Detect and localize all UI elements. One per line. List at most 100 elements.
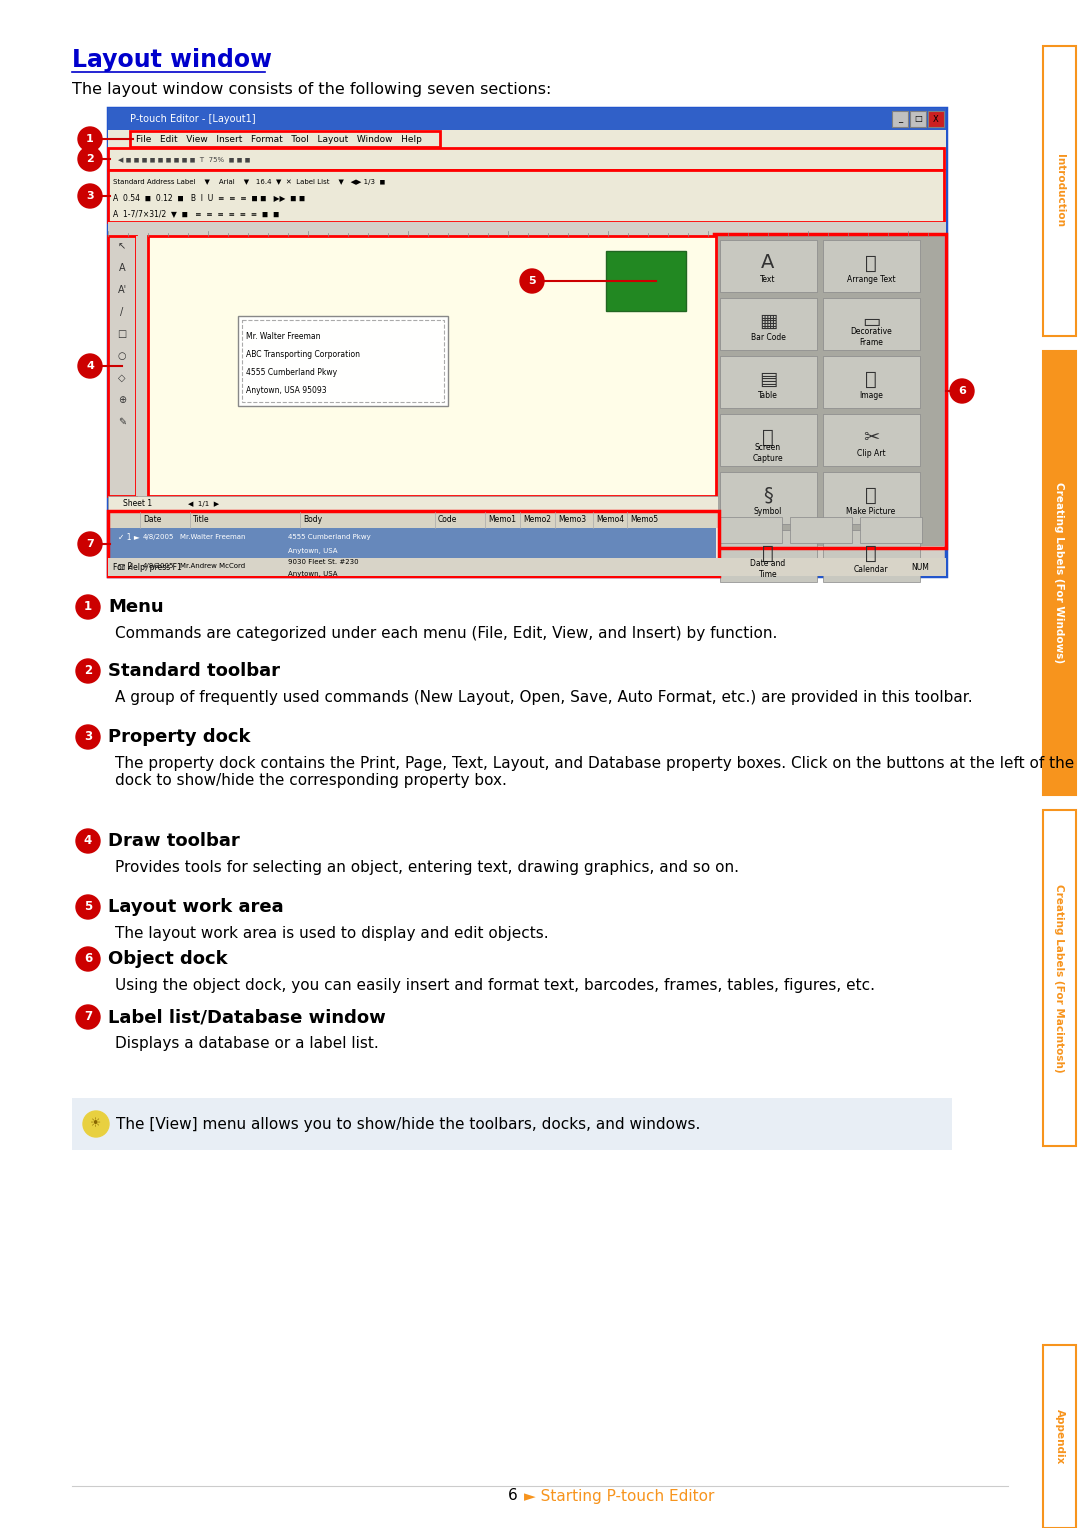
- FancyBboxPatch shape: [1043, 46, 1076, 336]
- FancyBboxPatch shape: [238, 316, 448, 406]
- FancyBboxPatch shape: [148, 235, 716, 497]
- Circle shape: [76, 895, 100, 918]
- Text: Symbol: Symbol: [754, 506, 782, 515]
- Text: The layout window consists of the following seven sections:: The layout window consists of the follow…: [72, 83, 552, 96]
- Text: §: §: [764, 486, 773, 504]
- FancyBboxPatch shape: [720, 414, 816, 466]
- Text: 5: 5: [528, 277, 536, 286]
- Text: 🖼: 🖼: [865, 254, 877, 272]
- Text: A': A': [118, 286, 126, 295]
- Text: 3: 3: [86, 191, 94, 202]
- Text: Memo4: Memo4: [596, 515, 624, 524]
- Text: 4/8/2005: 4/8/2005: [143, 562, 174, 568]
- Text: Label list/Database window: Label list/Database window: [108, 1008, 386, 1025]
- Circle shape: [76, 947, 100, 970]
- Circle shape: [76, 724, 100, 749]
- Text: ⊕: ⊕: [118, 396, 126, 405]
- Circle shape: [76, 594, 100, 619]
- Text: 4/8/2005: 4/8/2005: [143, 533, 174, 539]
- Text: Arrange Text: Arrange Text: [847, 275, 895, 284]
- FancyBboxPatch shape: [823, 530, 920, 582]
- Text: A  1-7/7×31/2  ▼  ◼   ≡  ≡  ≡  ≡  ≡  ≡  ◼  ◼: A 1-7/7×31/2 ▼ ◼ ≡ ≡ ≡ ≡ ≡ ≡ ◼ ◼: [113, 209, 280, 219]
- Text: 2: 2: [84, 665, 92, 677]
- Text: Table: Table: [758, 391, 778, 399]
- Text: 6: 6: [509, 1488, 518, 1504]
- Text: ▦: ▦: [759, 312, 778, 330]
- Circle shape: [950, 379, 974, 403]
- Text: Mr. Walter Freeman: Mr. Walter Freeman: [246, 332, 321, 341]
- Text: 4555 Cumberland Pkwy: 4555 Cumberland Pkwy: [246, 368, 337, 377]
- Text: Layout work area: Layout work area: [108, 898, 284, 915]
- FancyBboxPatch shape: [108, 108, 946, 576]
- Text: NUM: NUM: [912, 562, 929, 571]
- Text: 6: 6: [84, 952, 92, 966]
- FancyBboxPatch shape: [108, 130, 946, 148]
- Circle shape: [78, 532, 102, 556]
- FancyBboxPatch shape: [928, 112, 944, 127]
- Text: 3: 3: [84, 730, 92, 744]
- FancyBboxPatch shape: [108, 529, 716, 558]
- Text: 4555 Cumberland Pkwy: 4555 Cumberland Pkwy: [288, 533, 370, 539]
- Text: Appendix: Appendix: [1054, 1409, 1065, 1464]
- Text: 🌄: 🌄: [865, 370, 877, 388]
- FancyBboxPatch shape: [108, 512, 718, 576]
- Text: 7: 7: [86, 539, 94, 549]
- Text: ▤: ▤: [759, 370, 778, 388]
- Circle shape: [519, 269, 544, 293]
- Text: A  0.54  ◼  0.12  ◼   B  I  U  ≡  ≡  ≡  ◼ ◼   ▶▶  ◼ ◼: A 0.54 ◼ 0.12 ◼ B I U ≡ ≡ ≡ ◼ ◼ ▶▶ ◼ ◼: [113, 194, 306, 203]
- Text: 6: 6: [958, 387, 966, 396]
- Text: Sheet 1: Sheet 1: [123, 500, 152, 509]
- Text: 1: 1: [84, 601, 92, 614]
- FancyBboxPatch shape: [716, 235, 944, 545]
- FancyBboxPatch shape: [108, 512, 718, 529]
- Text: Creating Labels (For Windows): Creating Labels (For Windows): [1054, 483, 1065, 663]
- Text: X: X: [933, 115, 939, 124]
- Text: ✂: ✂: [863, 428, 879, 446]
- Text: Memo1: Memo1: [488, 515, 516, 524]
- Text: ABC Transporting Corporation: ABC Transporting Corporation: [246, 350, 360, 359]
- Text: _: _: [897, 115, 902, 124]
- Text: Image: Image: [859, 391, 883, 399]
- Text: ► Starting P-touch Editor: ► Starting P-touch Editor: [524, 1488, 714, 1504]
- Text: Creating Labels (For Macintosh): Creating Labels (For Macintosh): [1054, 883, 1065, 1073]
- FancyBboxPatch shape: [108, 108, 946, 130]
- Text: □: □: [914, 115, 922, 124]
- FancyBboxPatch shape: [720, 298, 816, 350]
- Text: Memo3: Memo3: [558, 515, 586, 524]
- FancyBboxPatch shape: [823, 240, 920, 292]
- FancyBboxPatch shape: [108, 148, 946, 170]
- Text: ▭: ▭: [862, 312, 880, 330]
- Text: 🕐: 🕐: [762, 544, 774, 562]
- FancyBboxPatch shape: [860, 516, 922, 542]
- Text: Anytown, USA 95093: Anytown, USA 95093: [246, 387, 326, 396]
- Text: Date and
Time: Date and Time: [751, 559, 785, 579]
- Text: ☀: ☀: [91, 1117, 102, 1131]
- Text: Text: Text: [760, 275, 775, 284]
- Text: Anytown, USA: Anytown, USA: [288, 549, 337, 555]
- FancyBboxPatch shape: [108, 558, 946, 576]
- FancyBboxPatch shape: [720, 530, 816, 582]
- Text: Draw toolbar: Draw toolbar: [108, 833, 240, 850]
- Text: Decorative
Frame: Decorative Frame: [850, 327, 892, 347]
- Text: ↖: ↖: [118, 241, 126, 251]
- FancyBboxPatch shape: [789, 516, 852, 542]
- Text: 5: 5: [84, 900, 92, 914]
- Text: Using the object dock, you can easily insert and format text, barcodes, frames, : Using the object dock, you can easily in…: [114, 978, 875, 993]
- Text: ✎: ✎: [118, 417, 126, 426]
- Text: For Help, press F1: For Help, press F1: [113, 562, 181, 571]
- Text: ○: ○: [118, 351, 126, 361]
- Text: /: /: [120, 307, 123, 316]
- Text: A: A: [761, 254, 774, 272]
- Text: Body: Body: [303, 515, 322, 524]
- Text: Clip Art: Clip Art: [856, 449, 886, 457]
- FancyBboxPatch shape: [136, 235, 148, 497]
- Text: Screen
Capture: Screen Capture: [753, 443, 783, 463]
- Text: ✓ 1 ►: ✓ 1 ►: [118, 532, 139, 541]
- Text: File   Edit   View   Insert   Format   Tool   Layout   Window   Help: File Edit View Insert Format Tool Layout…: [136, 134, 422, 144]
- Text: Property dock: Property dock: [108, 727, 251, 746]
- Text: Menu: Menu: [108, 597, 164, 616]
- Text: □ 2: □ 2: [118, 561, 133, 570]
- FancyBboxPatch shape: [108, 562, 718, 576]
- Text: Anytown, USA: Anytown, USA: [288, 571, 337, 578]
- Text: Introduction: Introduction: [1054, 154, 1065, 228]
